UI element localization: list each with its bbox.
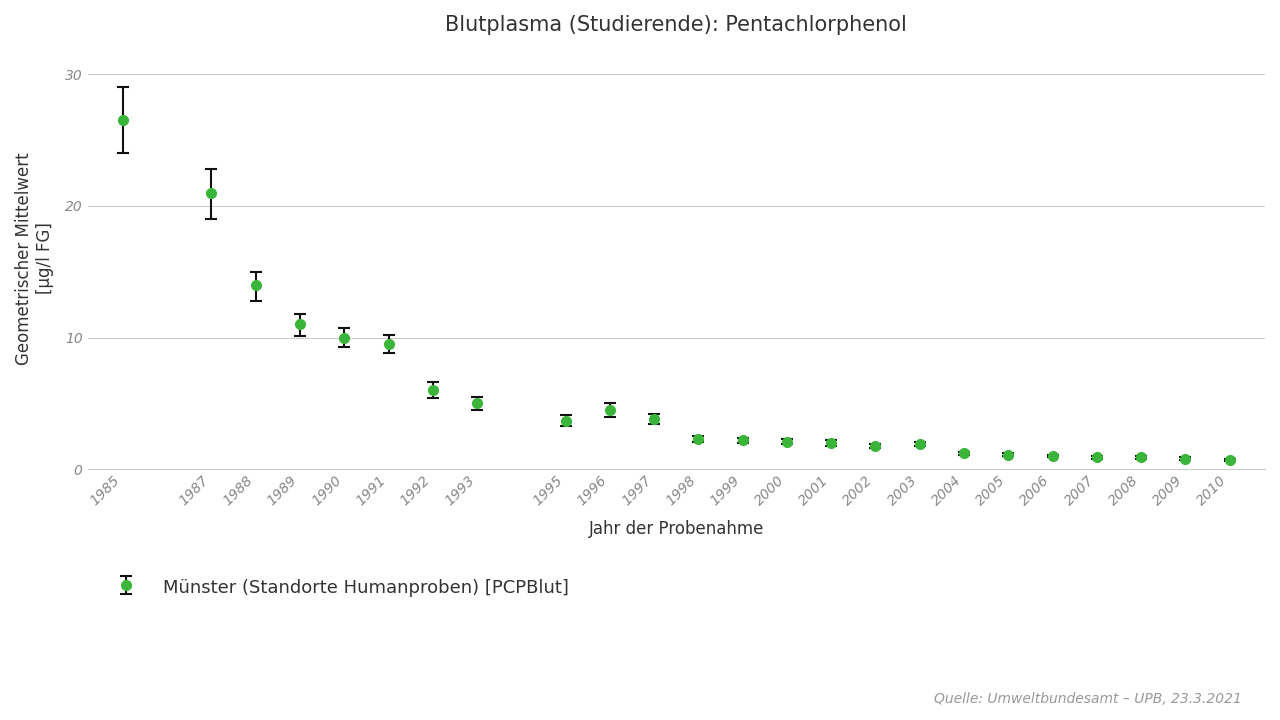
Title: Blutplasma (Studierende): Pentachlorphenol: Blutplasma (Studierende): Pentachlorphen… (445, 15, 908, 35)
Y-axis label: Geometrischer Mittelwert
[µg/l FG]: Geometrischer Mittelwert [µg/l FG] (15, 152, 54, 365)
Text: Quelle: Umweltbundesamt – UPB, 23.3.2021: Quelle: Umweltbundesamt – UPB, 23.3.2021 (933, 692, 1242, 706)
X-axis label: Jahr der Probenahme: Jahr der Probenahme (589, 520, 764, 538)
Legend: Münster (Standorte Humanproben) [PCPBlut]: Münster (Standorte Humanproben) [PCPBlut… (96, 571, 576, 604)
